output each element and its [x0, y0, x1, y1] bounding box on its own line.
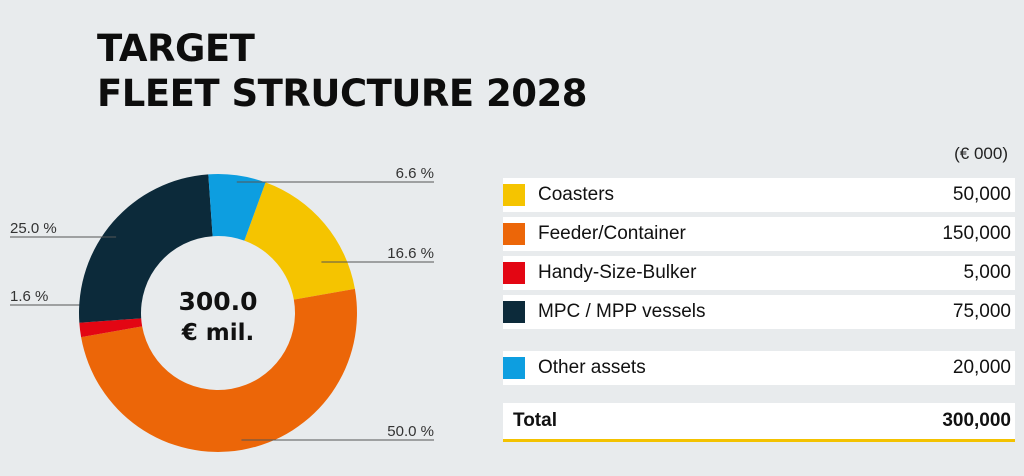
donut-slice-3 — [79, 174, 213, 323]
legend-label: MPC / MPP vessels — [538, 301, 706, 322]
legend-label: Feeder/Container — [538, 223, 686, 244]
total-value: 300,000 — [942, 410, 1011, 431]
percent-label-3: 25.0 % — [10, 220, 57, 237]
page-title: TARGET FLEET STRUCTURE 2028 — [97, 26, 588, 116]
percent-label-4: 6.6 % — [396, 165, 434, 182]
donut-slice-0 — [244, 182, 355, 300]
percent-label-0: 16.6 % — [387, 245, 434, 262]
title-line-1: TARGET — [97, 27, 255, 70]
legend-row-coasters: Coasters 50,000 — [503, 178, 1015, 212]
legend-label: Other assets — [538, 357, 646, 378]
swatch-feeder — [503, 223, 525, 245]
legend-value: 50,000 — [952, 184, 1011, 205]
legend-value: 5,000 — [963, 262, 1011, 283]
swatch-other — [503, 357, 525, 379]
donut-slice-1 — [81, 288, 357, 452]
percent-label-1: 50.0 % — [387, 423, 434, 440]
swatch-handysize — [503, 262, 525, 284]
center-value-label: 300.0 — [178, 287, 257, 316]
legend-value: 150,000 — [942, 223, 1011, 244]
total-label: Total — [513, 410, 557, 431]
legend-label: Coasters — [538, 184, 615, 205]
legend-row-mpc: MPC / MPP vessels 75,000 — [503, 295, 1015, 329]
legend-row-feeder: Feeder/Container 150,000 — [503, 217, 1015, 251]
title-line-2: FLEET STRUCTURE 2028 — [97, 72, 588, 115]
swatch-coasters — [503, 184, 525, 206]
legend-value: 20,000 — [952, 357, 1011, 378]
percent-label-2: 1.6 % — [10, 288, 48, 305]
unit-label: (€ 000) — [954, 144, 1008, 163]
legend-row-handysize: Handy-Size-Bulker 5,000 — [503, 256, 1015, 290]
donut-chart: 16.6 % 50.0 % 1.6 % 25.0 % 6.6 % 300.0 € mil. — [10, 165, 434, 452]
legend-row-other: Other assets 20,000 — [503, 351, 1015, 385]
center-unit-label: € mil. — [181, 320, 254, 346]
total-row: Total 300,000 — [503, 403, 1015, 442]
legend-label: Handy-Size-Bulker — [538, 262, 697, 283]
swatch-mpc — [503, 301, 525, 323]
legend-value: 75,000 — [952, 301, 1011, 322]
donut-slice-2 — [79, 318, 143, 338]
donut-slice-4 — [208, 174, 266, 241]
